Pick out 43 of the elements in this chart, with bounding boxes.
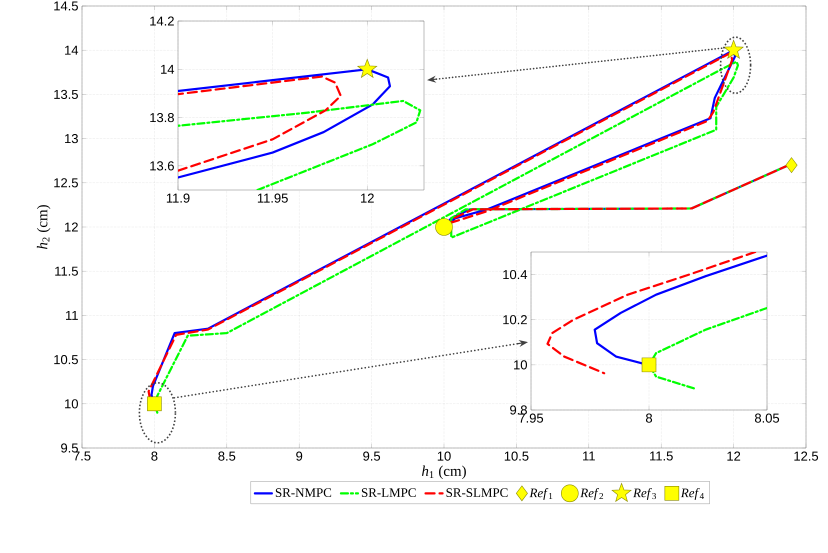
y-tick-label: 12.5 [54, 178, 78, 188]
legend-label: Ref$_{2}$ [580, 488, 604, 500]
y-tick-label: 10.5 [54, 355, 78, 364]
y-tick-label: 11 [66, 310, 78, 320]
x-tick-label: 8.05 [754, 414, 780, 423]
y-tick-label: 12 [65, 222, 78, 232]
legend-label: SR-LMPC [362, 488, 416, 498]
legend-label: SR-SLMPC [446, 488, 508, 498]
x-tick-label: 12.5 [794, 452, 818, 461]
x-tick-label: 12 [727, 452, 740, 461]
y-tick-label: 14 [65, 46, 78, 55]
y-tick-label: 14.2 [150, 16, 174, 26]
x-tick-label: 9.5 [363, 452, 380, 461]
x-tick-label: 11.95 [258, 194, 288, 203]
y-tick-label: 10.2 [503, 315, 527, 324]
x-tick-label: 11.5 [650, 452, 673, 461]
y-tick-label: 10 [514, 360, 527, 370]
legend-label: Ref$_{3}$ [633, 488, 656, 500]
x-tick-label: 7.5 [74, 452, 90, 461]
x-tick-label: 11 [583, 452, 595, 460]
y-tick-label: 13.5 [54, 90, 78, 99]
y-tick-label: 14 [161, 64, 174, 74]
y-tick-label: 11.5 [55, 266, 78, 276]
x-tick-label: 8 [646, 414, 652, 423]
legend-label: Ref$_{1}$ [529, 488, 552, 500]
y-tick-label: 9.8 [510, 405, 527, 415]
x-tick-label: 7.95 [519, 414, 544, 423]
y-tick-label: 14.5 [54, 1, 78, 11]
y-tick-label: 13.8 [150, 112, 174, 122]
legend-label: Ref$_{4}$ [680, 488, 704, 500]
x-tick-label: 10 [438, 452, 451, 461]
x-tick-label: 11.9 [166, 194, 190, 203]
y-axis-title: h$_{2}$ (cm) [36, 205, 50, 250]
legend-label: SR-NMPC [276, 488, 332, 498]
y-tick-label: 13.6 [150, 161, 174, 170]
y-tick-label: 10.4 [503, 270, 528, 280]
y-tick-label: 13 [65, 134, 78, 144]
x-tick-label: 8 [151, 452, 158, 461]
x-tick-label: 8.5 [218, 452, 236, 461]
x-tick-label: 12 [361, 194, 374, 203]
x-axis-title: h$_{1}$ (cm) [422, 466, 466, 480]
x-tick-label: 9 [296, 452, 302, 461]
y-tick-label: 10 [65, 399, 78, 408]
